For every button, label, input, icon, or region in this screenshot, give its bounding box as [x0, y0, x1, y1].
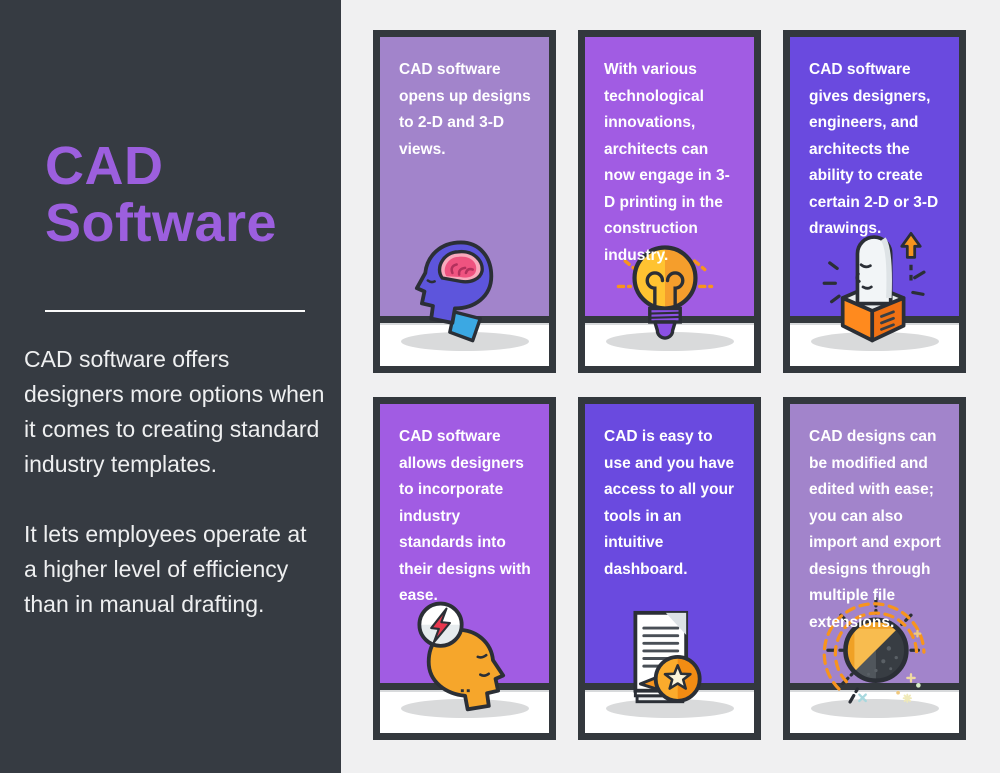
card-text: CAD software opens up designs to 2-D and… — [399, 61, 531, 158]
card-text: CAD software allows designers to incorpo… — [399, 428, 531, 604]
icon-shadow — [605, 332, 734, 351]
sidebar-paragraph: It lets employees operate at a higher le… — [24, 521, 307, 617]
cards-grid: CAD software opens up designs to 2-D and… — [373, 30, 966, 740]
card-industry-standards: CAD software allows designers to incorpo… — [373, 397, 556, 740]
eclipse-icon — [822, 596, 926, 704]
card-text: CAD is easy to use and you have access t… — [604, 428, 735, 578]
idea-head-icon — [416, 601, 505, 712]
icon-shadow — [400, 332, 529, 351]
card-import-export: CAD designs can be modified and edited w… — [783, 397, 966, 740]
card-intuitive-dashboard: CAD is easy to use and you have access t… — [578, 397, 761, 740]
card-2d-3d-views: CAD software opens up designs to 2-D and… — [373, 30, 556, 373]
document-star-icon — [632, 610, 702, 704]
page-title: CAD Software — [45, 136, 278, 253]
head-in-box-icon — [822, 232, 926, 343]
card-text: CAD designs can be modified and edited w… — [809, 428, 941, 631]
icon-shadow — [400, 699, 529, 718]
card-text: CAD software gives designers, engineers,… — [809, 61, 939, 237]
card-text: With various technological innovations, … — [604, 61, 730, 264]
title-divider — [45, 310, 305, 312]
icon-shadow — [810, 332, 939, 351]
lightbulb-icon — [616, 245, 713, 340]
card-footer — [790, 683, 959, 733]
sidebar: CAD Software CAD software offers designe… — [0, 0, 341, 773]
card-3d-printing: With various technological innovations, … — [578, 30, 761, 373]
icon-shadow — [605, 699, 734, 718]
sidebar-paragraph: CAD software offers designers more optio… — [24, 346, 325, 477]
head-brain-icon — [414, 240, 493, 343]
icon-shadow — [810, 699, 939, 718]
card-2d-3d-drawings: CAD software gives designers, engineers,… — [783, 30, 966, 373]
sidebar-description: CAD software offers designers more optio… — [24, 342, 325, 622]
